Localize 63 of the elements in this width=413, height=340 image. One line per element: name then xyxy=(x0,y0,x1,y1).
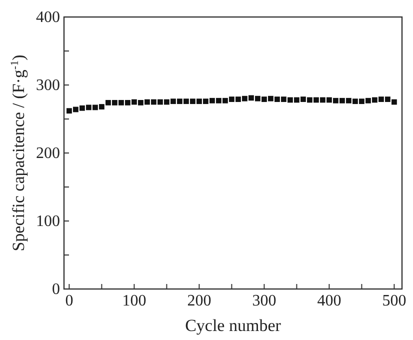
point xyxy=(326,97,332,103)
y-tick-label: 100 xyxy=(36,213,60,230)
point xyxy=(138,100,144,106)
x-tick-label: 0 xyxy=(65,292,74,310)
point xyxy=(203,98,208,104)
point xyxy=(392,99,397,105)
point xyxy=(184,98,189,104)
y-tick-label: 400 xyxy=(36,9,60,26)
point xyxy=(281,96,286,102)
point xyxy=(222,98,228,104)
point xyxy=(177,98,182,104)
y-tick-label: 200 xyxy=(36,145,60,162)
x-tick-label: 100 xyxy=(122,292,146,310)
point xyxy=(352,98,358,104)
x-tick-label: 400 xyxy=(317,292,342,310)
point xyxy=(268,96,274,102)
point xyxy=(236,96,241,102)
point xyxy=(158,99,163,105)
point xyxy=(248,95,254,101)
y-tick-label: 0 xyxy=(52,281,60,298)
x-tick-label: 300 xyxy=(252,292,276,310)
point xyxy=(320,97,326,103)
point xyxy=(144,99,150,105)
point xyxy=(216,98,222,104)
point xyxy=(66,108,72,114)
point xyxy=(385,96,390,102)
point xyxy=(294,97,300,103)
x-tick-label: 500 xyxy=(382,292,406,310)
point xyxy=(242,96,248,102)
point xyxy=(288,97,293,103)
point xyxy=(340,98,345,104)
point xyxy=(274,96,280,102)
point xyxy=(372,97,378,103)
point xyxy=(132,99,137,105)
point xyxy=(86,104,92,110)
point xyxy=(151,99,156,105)
point xyxy=(229,96,234,102)
point xyxy=(366,98,371,104)
x-axis-title: Cycle number xyxy=(185,316,282,335)
point xyxy=(125,100,130,106)
point xyxy=(346,98,352,104)
point xyxy=(164,99,170,105)
point xyxy=(118,100,124,106)
point xyxy=(210,98,215,104)
point xyxy=(300,96,306,102)
point xyxy=(314,97,319,103)
point xyxy=(307,97,312,103)
y-tick-label: 300 xyxy=(36,77,60,94)
point xyxy=(333,98,338,104)
point xyxy=(92,104,98,110)
point xyxy=(99,104,104,110)
point xyxy=(73,106,78,112)
x-tick-label: 200 xyxy=(187,292,212,310)
point xyxy=(255,96,260,102)
point xyxy=(262,96,267,102)
point xyxy=(80,105,85,111)
point xyxy=(196,98,202,104)
point xyxy=(359,98,364,104)
point xyxy=(170,98,176,104)
point xyxy=(378,96,384,102)
point xyxy=(190,98,196,104)
point xyxy=(112,100,118,106)
point xyxy=(106,100,111,106)
